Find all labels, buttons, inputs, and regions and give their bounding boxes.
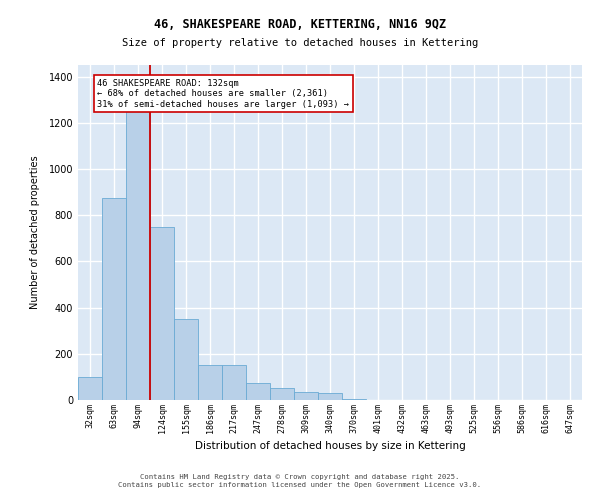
Bar [102,198,126,400]
Bar [342,399,366,400]
Bar [126,106,150,400]
Bar [294,392,318,400]
Bar [150,226,174,400]
Bar [270,388,294,400]
Bar [198,366,222,400]
Bar [222,366,246,400]
Text: 46, SHAKESPEARE ROAD, KETTERING, NN16 9QZ: 46, SHAKESPEARE ROAD, KETTERING, NN16 9Q… [154,18,446,30]
Bar [78,377,102,400]
Bar [318,393,342,400]
Text: Contains HM Land Registry data © Crown copyright and database right 2025.
Contai: Contains HM Land Registry data © Crown c… [118,474,482,488]
X-axis label: Distribution of detached houses by size in Kettering: Distribution of detached houses by size … [194,441,466,451]
Bar [174,319,198,400]
Y-axis label: Number of detached properties: Number of detached properties [30,156,40,310]
Text: Size of property relative to detached houses in Kettering: Size of property relative to detached ho… [122,38,478,48]
Bar [246,382,270,400]
Text: 46 SHAKESPEARE ROAD: 132sqm
← 68% of detached houses are smaller (2,361)
31% of : 46 SHAKESPEARE ROAD: 132sqm ← 68% of det… [97,79,349,108]
